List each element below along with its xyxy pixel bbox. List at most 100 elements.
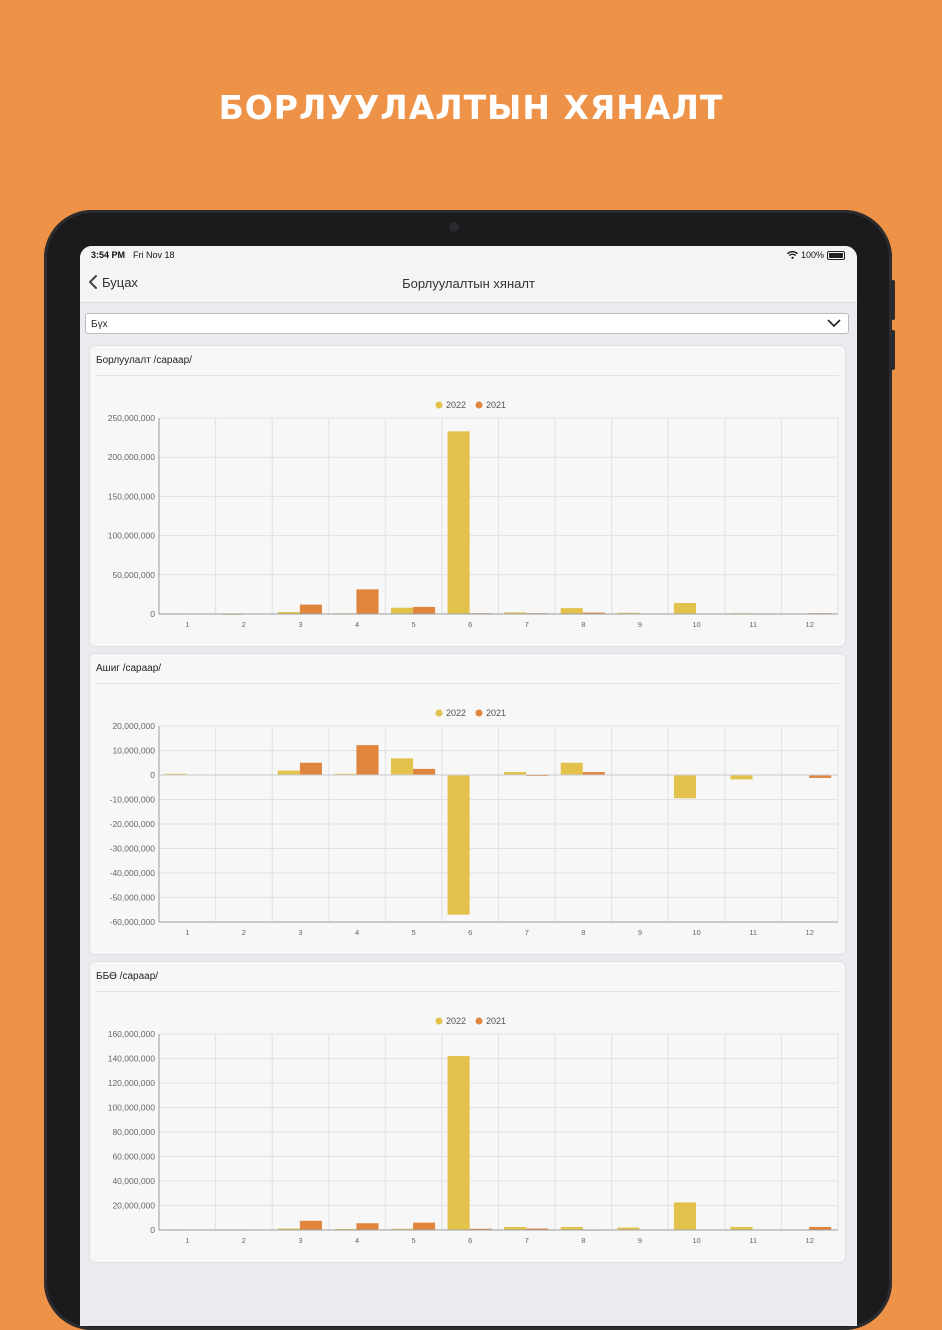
bar-2022-10[interactable] xyxy=(673,603,696,614)
bar-2021-12[interactable] xyxy=(809,775,832,778)
y-tick-label: 10,000,000 xyxy=(112,746,155,756)
bar-2022-7[interactable] xyxy=(504,612,527,614)
battery-icon xyxy=(827,250,845,260)
bar-2021-5[interactable] xyxy=(413,606,436,614)
x-tick-label: 3 xyxy=(298,928,302,937)
y-tick-label: 250,000,000 xyxy=(108,413,156,423)
y-tick-label: 160,000,000 xyxy=(108,1029,156,1039)
bar-2021-8[interactable] xyxy=(582,612,605,614)
x-tick-label: 7 xyxy=(525,928,529,937)
divider xyxy=(96,375,839,376)
bar-2022-3[interactable] xyxy=(277,1228,300,1230)
bar-2021-3[interactable] xyxy=(299,762,322,775)
bar-2021-3[interactable] xyxy=(299,604,322,614)
side-button xyxy=(891,280,895,320)
filter-select-value: Бүх xyxy=(91,319,108,330)
x-tick-label: 1 xyxy=(185,620,189,629)
y-tick-label: 0 xyxy=(150,770,155,780)
bar-2022-7[interactable] xyxy=(504,772,527,775)
bar-2022-8[interactable] xyxy=(560,1226,583,1230)
bar-2022-3[interactable] xyxy=(277,770,300,775)
bar-2021-8[interactable] xyxy=(582,772,605,775)
x-tick-label: 12 xyxy=(806,1236,814,1245)
y-tick-label: -40,000,000 xyxy=(110,868,156,878)
x-tick-label: 11 xyxy=(749,928,757,937)
bar-2022-9[interactable] xyxy=(617,1227,640,1230)
chart-title: Ашиг /сараар/ xyxy=(96,663,162,674)
bar-2022-8[interactable] xyxy=(560,762,583,775)
legend-swatch[interactable] xyxy=(435,401,443,409)
status-indicators: 100% xyxy=(787,250,845,260)
x-tick-label: 9 xyxy=(638,620,642,629)
bar-2021-4[interactable] xyxy=(356,1223,379,1230)
divider xyxy=(96,683,839,684)
bar-2021-5[interactable] xyxy=(413,1222,436,1230)
filter-select[interactable]: Бүх xyxy=(85,313,849,334)
back-button[interactable]: Буцах xyxy=(87,274,138,290)
y-tick-label: 0 xyxy=(150,1225,155,1235)
y-tick-label: 150,000,000 xyxy=(108,491,156,501)
chevron-down-icon xyxy=(827,319,841,327)
y-tick-label: -20,000,000 xyxy=(110,819,156,829)
x-tick-label: 6 xyxy=(468,928,472,937)
y-tick-label: 80,000,000 xyxy=(112,1127,155,1137)
status-date: Fri Nov 18 xyxy=(133,250,175,260)
navigation-bar: Буцах Борлуулалтын хяналт xyxy=(80,266,857,303)
promo-title: БОРЛУУЛАЛТЫН ХЯНАЛТ xyxy=(218,88,724,127)
bar-2022-5[interactable] xyxy=(390,758,414,775)
bar-2022-6[interactable] xyxy=(447,1056,470,1230)
x-tick-label: 2 xyxy=(242,1236,246,1245)
x-tick-label: 6 xyxy=(468,1236,472,1245)
legend-swatch[interactable] xyxy=(435,1017,443,1025)
y-tick-label: 100,000,000 xyxy=(108,1103,156,1113)
bar-2021-4[interactable] xyxy=(356,745,379,775)
bar-2022-3[interactable] xyxy=(277,612,300,614)
bar-2021-3[interactable] xyxy=(299,1220,322,1230)
chevron-left-icon xyxy=(89,275,97,289)
y-tick-label: 20,000,000 xyxy=(112,721,155,731)
cogs-bar-chart: 2022 2021 0 20,000,000 40,000,000 60,000,000 8… xyxy=(108,1016,839,1245)
camera-icon xyxy=(449,222,459,232)
x-tick-label: 1 xyxy=(185,928,189,937)
x-tick-label: 5 xyxy=(412,620,416,629)
screen: 3:54 PM Fri Nov 18 100% Буцах Борлуулалты… xyxy=(80,246,857,1326)
legend-swatch[interactable] xyxy=(475,709,483,717)
x-tick-label: 5 xyxy=(412,1236,416,1245)
battery-percent: 100% xyxy=(800,250,824,260)
x-tick-label: 8 xyxy=(581,1236,585,1245)
bar-2022-4[interactable] xyxy=(334,773,357,775)
bar-2022-1[interactable] xyxy=(164,773,187,775)
bar-2022-8[interactable] xyxy=(560,608,583,614)
bar-2022-7[interactable] xyxy=(504,1226,527,1230)
bar-2022-11[interactable] xyxy=(730,1226,753,1230)
x-tick-label: 10 xyxy=(692,620,700,629)
bar-2021-6[interactable] xyxy=(469,1228,492,1230)
x-tick-label: 8 xyxy=(581,620,585,629)
bar-2022-5[interactable] xyxy=(390,607,414,614)
bar-2021-5[interactable] xyxy=(413,768,436,775)
bar-2022-6[interactable] xyxy=(447,431,470,614)
x-tick-label: 4 xyxy=(355,620,359,629)
bar-2022-11[interactable] xyxy=(730,775,753,780)
x-tick-label: 11 xyxy=(749,620,757,629)
legend-swatch[interactable] xyxy=(475,401,483,409)
legend-swatch[interactable] xyxy=(435,709,443,717)
y-tick-label: 120,000,000 xyxy=(108,1078,156,1088)
legend-label: 2022 xyxy=(446,1016,466,1026)
bar-2022-6[interactable] xyxy=(447,775,470,915)
x-tick-label: 10 xyxy=(692,928,700,937)
x-tick-label: 7 xyxy=(525,1236,529,1245)
x-tick-label: 4 xyxy=(355,1236,359,1245)
bar-2022-10[interactable] xyxy=(673,1202,696,1230)
bar-2022-5[interactable] xyxy=(390,1228,414,1230)
profit-chart-card: Ашиг /сараар/ 2022 2021 -60,000,000 -50,000… xyxy=(89,653,846,955)
x-tick-label: 3 xyxy=(298,620,302,629)
sales-bar-chart: 2022 2021 0 50,000,000 100,000,000 150,000,00… xyxy=(108,400,839,629)
bar-2021-4[interactable] xyxy=(356,589,379,614)
bar-2022-10[interactable] xyxy=(673,775,696,799)
bar-2021-7[interactable] xyxy=(526,1228,549,1230)
bar-2022-9[interactable] xyxy=(617,612,640,614)
bar-2021-12[interactable] xyxy=(809,1226,832,1230)
x-tick-label: 2 xyxy=(242,620,246,629)
legend-swatch[interactable] xyxy=(475,1017,483,1025)
